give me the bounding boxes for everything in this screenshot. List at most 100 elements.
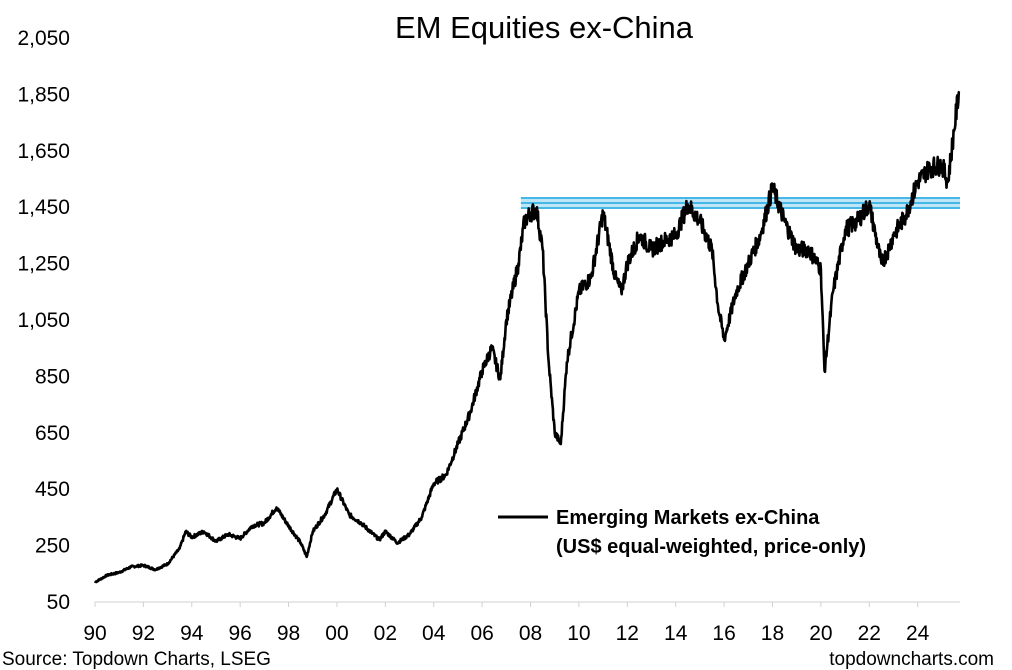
- x-tick-label: 22: [858, 622, 881, 645]
- series-point: [360, 522, 362, 524]
- series-point: [203, 530, 205, 533]
- series-point: [239, 537, 241, 540]
- x-tick-label: 94: [180, 622, 204, 645]
- series-point: [547, 361, 550, 364]
- series-point: [771, 186, 774, 189]
- website-credit: topdowncharts.com: [829, 649, 994, 670]
- series-point: [620, 291, 623, 293]
- y-tick-label: 1,250: [17, 253, 70, 276]
- x-tick-label: 10: [567, 622, 590, 645]
- series-point: [396, 541, 399, 544]
- x-tick-label: 16: [712, 622, 735, 645]
- legend-label: Emerging Markets ex-China: [556, 507, 820, 529]
- legend: Emerging Markets ex-China (US$ equal-wei…: [498, 507, 866, 558]
- x-tick-label: 96: [228, 622, 251, 645]
- y-tick-label: 1,450: [17, 196, 70, 219]
- series-point: [590, 276, 592, 279]
- series-point: [559, 443, 562, 445]
- series-point: [299, 541, 302, 544]
- series-point: [505, 319, 508, 321]
- series-point: [650, 248, 653, 251]
- series-point: [783, 220, 786, 223]
- series-point: [868, 203, 871, 206]
- series-point: [408, 533, 411, 536]
- chart-title: EM Equities ex-China: [395, 10, 694, 45]
- series-point: [106, 574, 108, 577]
- series-point: [481, 369, 483, 372]
- x-tick-label: 18: [761, 622, 784, 645]
- series-point: [820, 268, 822, 271]
- series-point: [941, 164, 943, 166]
- series-point: [626, 262, 629, 265]
- x-tick-label: 04: [422, 622, 446, 645]
- series-point: [251, 525, 254, 527]
- series-point: [190, 536, 193, 538]
- series-point: [638, 234, 641, 237]
- series-point: [832, 291, 834, 293]
- series-point: [541, 248, 544, 251]
- series-point: [856, 220, 858, 223]
- series-point: [674, 234, 677, 237]
- series-point: [947, 181, 949, 183]
- series-point: [491, 347, 493, 350]
- x-tick-label: 00: [325, 622, 348, 645]
- series-point: [711, 248, 713, 251]
- y-tick-label: 250: [35, 535, 70, 558]
- series-point: [227, 533, 229, 536]
- series-point: [699, 220, 701, 223]
- series-point: [686, 203, 689, 206]
- series-point: [892, 234, 895, 237]
- series-point: [305, 556, 308, 558]
- series-point: [517, 262, 520, 265]
- series-point: [759, 234, 762, 237]
- x-tick-label: 12: [616, 622, 639, 645]
- series-point: [118, 571, 120, 574]
- series-point: [886, 251, 889, 254]
- series-point: [953, 130, 955, 132]
- series-point: [178, 547, 181, 550]
- x-tick-label: 20: [809, 622, 832, 645]
- series-point: [94, 581, 96, 584]
- resistance-band: [520, 196, 960, 209]
- source-note: Source: Topdown Charts, LSEG: [2, 649, 271, 670]
- series-point: [602, 212, 604, 214]
- y-tick-label: 1,850: [17, 83, 70, 106]
- series-point: [747, 262, 750, 265]
- series-point: [469, 412, 471, 414]
- series-point: [263, 522, 266, 524]
- x-tick-label: 14: [664, 622, 688, 645]
- series-point: [215, 540, 217, 543]
- series-layer: [94, 90, 961, 584]
- x-tick-label: 08: [519, 622, 542, 645]
- x-tick-label: 98: [277, 622, 300, 645]
- series-point: [457, 443, 459, 445]
- series-point: [614, 276, 617, 279]
- series-point: [432, 482, 435, 485]
- series-point: [795, 248, 798, 251]
- series-point: [154, 568, 157, 571]
- series-point: [499, 378, 502, 381]
- x-tick-label: 06: [470, 622, 493, 645]
- series-point: [336, 488, 338, 491]
- y-tick-label: 850: [35, 365, 70, 388]
- series-point: [445, 474, 447, 476]
- series-point: [184, 530, 187, 533]
- y-tick-label: 50: [47, 591, 70, 614]
- series-point: [535, 209, 538, 211]
- series-point: [566, 361, 568, 364]
- series-point: [880, 262, 883, 265]
- x-tick-label: 24: [906, 622, 930, 645]
- x-tick-label: 92: [132, 622, 155, 645]
- series-point: [904, 214, 907, 217]
- series-point: [578, 291, 580, 293]
- series-point: [384, 530, 387, 533]
- series-point: [823, 369, 826, 372]
- x-tick-label: 02: [374, 622, 397, 645]
- series-point: [324, 513, 326, 516]
- series-point: [916, 181, 919, 183]
- y-tick-label: 2,050: [17, 27, 70, 50]
- y-tick-label: 1,050: [17, 309, 70, 332]
- series-point: [717, 305, 719, 307]
